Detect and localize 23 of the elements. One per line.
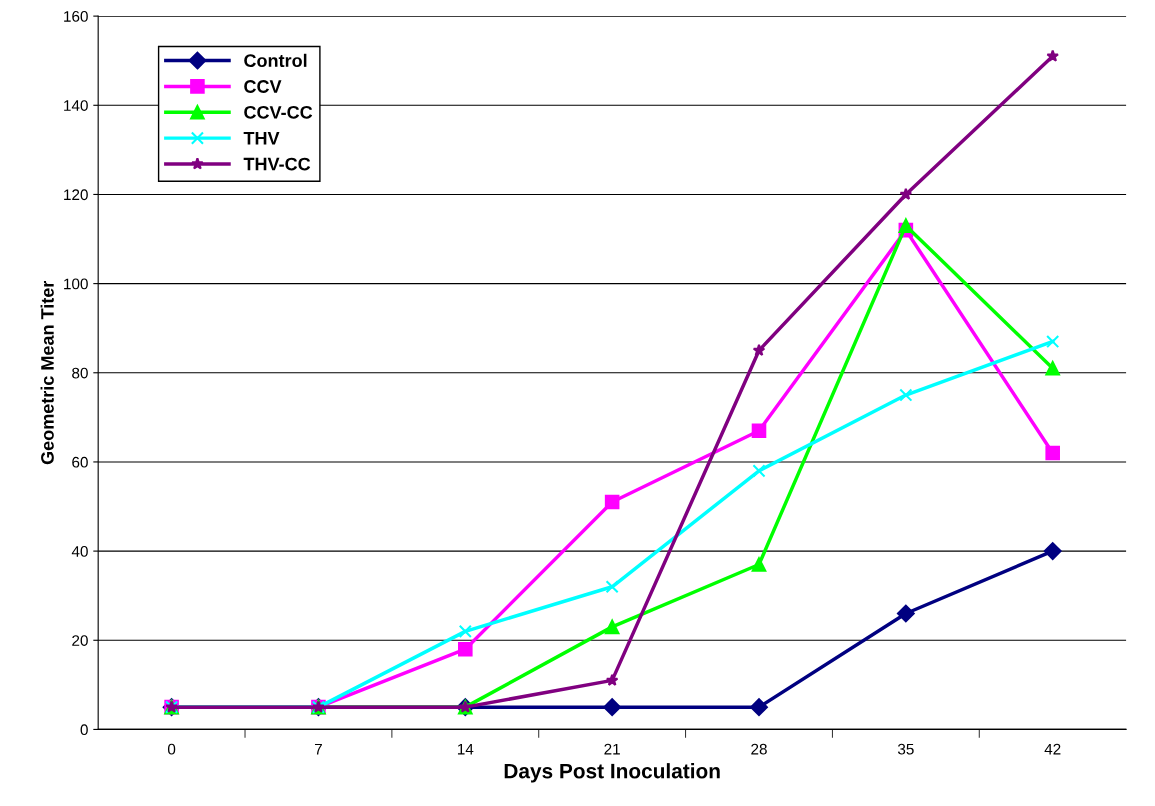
- x-tick-label: 7: [314, 743, 322, 755]
- x-tick-label: 14: [457, 743, 474, 755]
- y-tick-label: 20: [72, 635, 88, 646]
- x-tick-label: 28: [751, 743, 767, 755]
- legend-label: THV-CC: [243, 157, 311, 171]
- legend-label: Control: [244, 53, 307, 68]
- legend-label: CCV-CC: [244, 105, 313, 119]
- y-tick-label: 60: [72, 456, 88, 468]
- y-tick-label: 100: [64, 278, 88, 290]
- y-tick-label: 0: [80, 724, 88, 736]
- x-tick-label: 35: [897, 743, 914, 755]
- x-axis-title: Days Post Inoculation: [504, 763, 720, 783]
- legend-label: CCV: [244, 80, 282, 93]
- y-axis-title: Geometric Mean Titer: [40, 280, 54, 465]
- y-tick-label: 40: [71, 545, 88, 557]
- x-tick-label: 21: [604, 743, 620, 755]
- y-tick-label: 120: [64, 189, 88, 201]
- y-tick-label: 80: [72, 367, 88, 379]
- y-tick-label: 140: [64, 100, 88, 111]
- x-tick-label: 0: [167, 743, 176, 755]
- x-tick-label: 42: [1044, 743, 1061, 755]
- legend-label: THV: [243, 132, 280, 145]
- y-tick-label: 160: [64, 10, 88, 22]
